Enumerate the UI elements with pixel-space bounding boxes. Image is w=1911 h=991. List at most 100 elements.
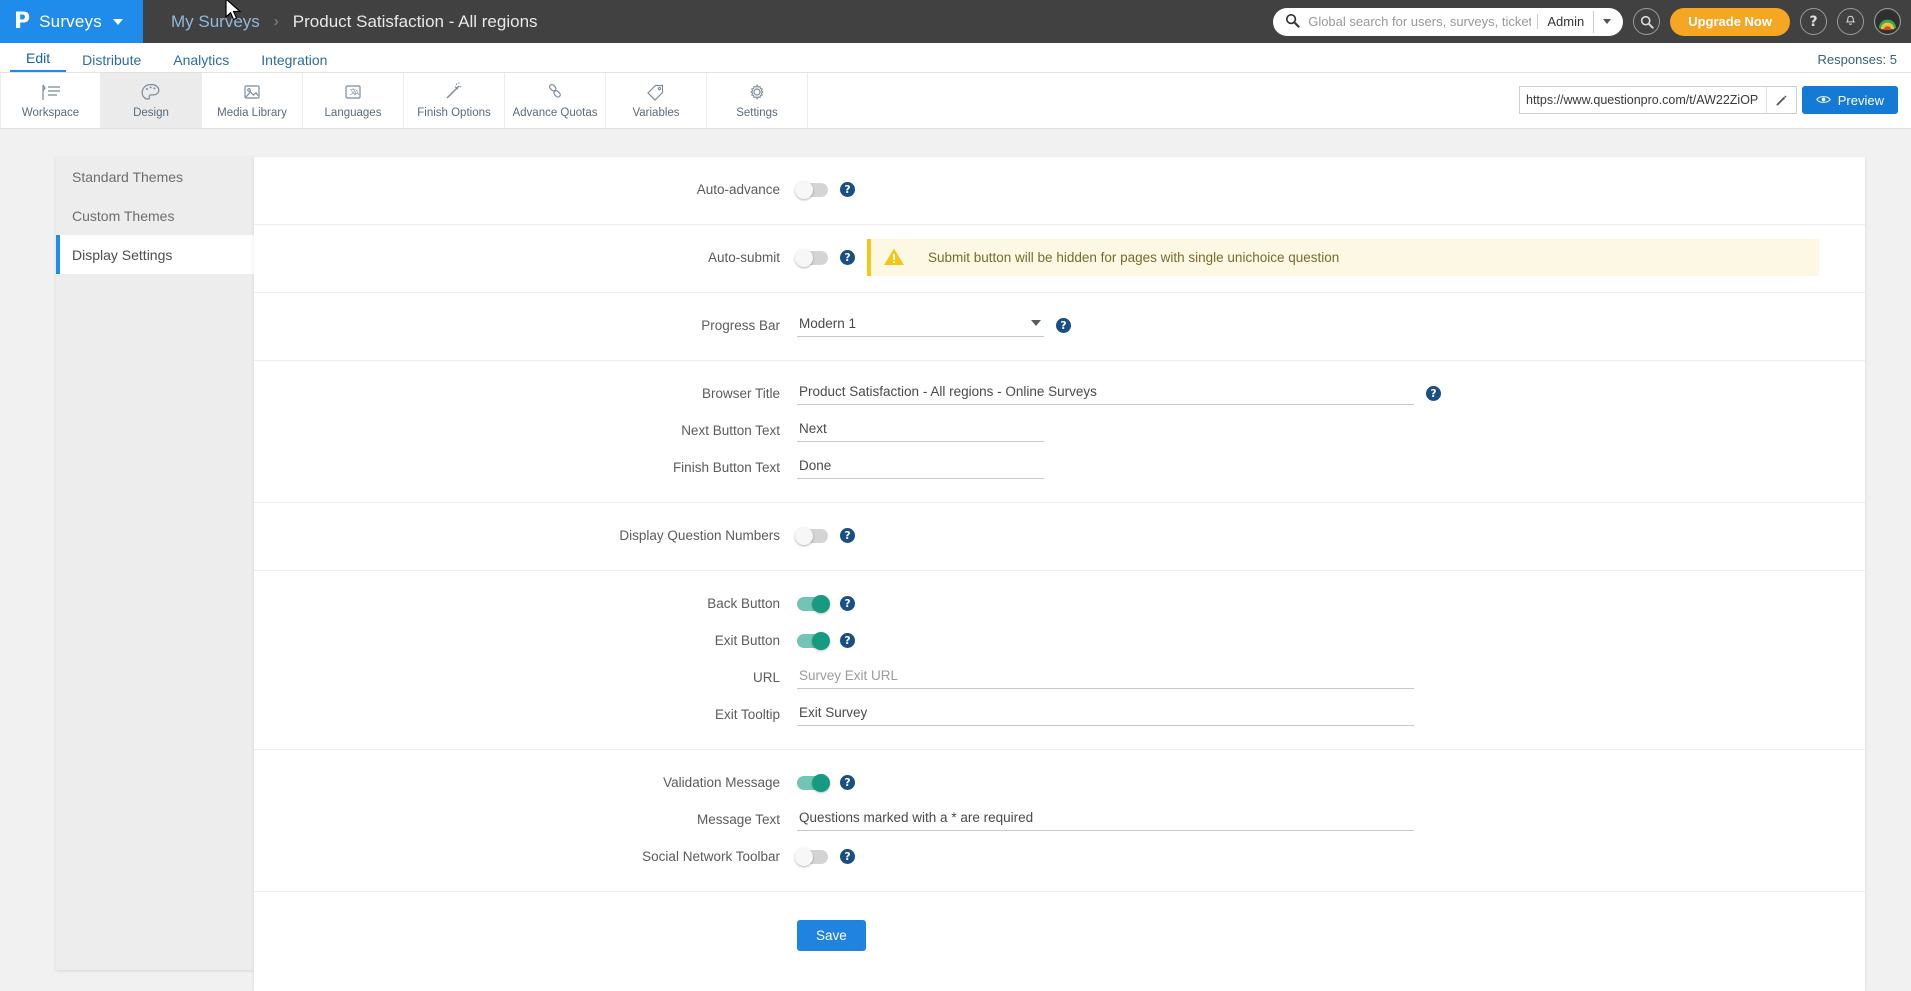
- display-question-numbers-toggle[interactable]: [795, 526, 828, 545]
- message-text-label: Message Text: [696, 812, 780, 827]
- browser-title-input[interactable]: [797, 382, 1414, 405]
- next-button-text-input[interactable]: [797, 419, 1044, 442]
- question-mark-icon: ?: [1809, 13, 1818, 30]
- exit-button-help-icon[interactable]: ?: [840, 633, 855, 648]
- toolbar-item-settings[interactable]: Settings: [707, 73, 808, 128]
- toggle-knob: [795, 180, 813, 199]
- exit-url-input[interactable]: [797, 666, 1414, 689]
- next-button-text-label: Next Button Text: [681, 423, 780, 438]
- responses-count: Responses: 5: [1817, 52, 1898, 67]
- display-settings-panel: Auto-advance ? Auto-submit ?: [254, 157, 1865, 991]
- search-input[interactable]: [1300, 13, 1534, 30]
- preview-button[interactable]: Preview: [1801, 86, 1898, 114]
- auto-submit-toggle[interactable]: [795, 248, 828, 267]
- browser-title-help-icon[interactable]: ?: [1426, 386, 1441, 401]
- back-button-toggle[interactable]: [797, 594, 830, 613]
- brand-surveys-menu[interactable]: P Surveys: [0, 0, 143, 43]
- exit-url-label: URL: [752, 670, 780, 685]
- workspace-icon: [39, 82, 63, 104]
- notifications-button[interactable]: [1837, 8, 1864, 35]
- toolbar-label: Finish Options: [417, 107, 491, 119]
- message-text-input[interactable]: [797, 808, 1414, 831]
- help-button[interactable]: ?: [1800, 8, 1827, 35]
- preview-label: Preview: [1837, 92, 1884, 108]
- admin-dropdown-button[interactable]: [1593, 10, 1619, 33]
- toolbar-label: Workspace: [21, 107, 80, 119]
- pencil-icon[interactable]: [1766, 87, 1796, 113]
- auto-submit-label: Auto-submit: [707, 250, 780, 265]
- auto-advance-help-icon[interactable]: ?: [840, 182, 855, 197]
- display-question-numbers-group: Display Question Numbers ?: [254, 503, 1865, 571]
- avatar[interactable]: [1874, 8, 1901, 35]
- tab-integration[interactable]: Integration: [261, 52, 328, 68]
- breadcrumb-my-surveys[interactable]: My Surveys: [171, 11, 260, 31]
- survey-url-input[interactable]: [1520, 93, 1766, 107]
- auto-submit-help-icon[interactable]: ?: [840, 250, 855, 265]
- progress-bar-help-icon[interactable]: ?: [1056, 318, 1071, 333]
- next-button-text-row: Next Button Text: [254, 412, 1865, 449]
- page-body: Standard Themes Custom Themes Display Se…: [0, 129, 1911, 991]
- save-button[interactable]: Save: [797, 920, 866, 951]
- validation-message-toggle[interactable]: [797, 773, 830, 792]
- social-network-toolbar-toggle[interactable]: [795, 847, 828, 866]
- toggle-knob: [812, 631, 830, 650]
- auto-submit-row: Auto-submit ? Submit button will be hidd…: [254, 239, 1865, 276]
- back-button-help-icon[interactable]: ?: [840, 596, 855, 611]
- validation-message-help-icon[interactable]: ?: [840, 775, 855, 790]
- toggle-knob: [812, 773, 830, 792]
- top-bar-actions: Admin Upgrade Now ?: [1273, 0, 1901, 43]
- exit-button-toggle[interactable]: [797, 631, 830, 650]
- progress-bar-group: Progress Bar ?: [254, 293, 1865, 361]
- back-button-row: Back Button ?: [254, 585, 1865, 622]
- survey-url-box[interactable]: [1519, 86, 1797, 114]
- tab-edit[interactable]: Edit: [10, 50, 67, 72]
- auto-submit-group: Auto-submit ? Submit button will be hidd…: [254, 225, 1865, 293]
- upgrade-now-button[interactable]: Upgrade Now: [1670, 7, 1790, 36]
- breadcrumb: My Surveys › Product Satisfaction - All …: [143, 12, 538, 32]
- bell-icon: [1845, 15, 1856, 25]
- social-network-toolbar-help-icon[interactable]: ?: [840, 849, 855, 864]
- toolbar-item-media-library[interactable]: Media Library: [202, 73, 303, 128]
- exit-tooltip-label: Exit Tooltip: [714, 707, 780, 722]
- exit-button-row: Exit Button ?: [254, 622, 1865, 659]
- exit-tooltip-input[interactable]: [797, 703, 1414, 726]
- sidebar-item-custom-themes[interactable]: Custom Themes: [72, 207, 175, 224]
- finish-button-text-label: Finish Button Text: [672, 460, 780, 475]
- toolbar-item-finish-options[interactable]: Finish Options: [404, 73, 505, 128]
- tab-analytics[interactable]: Analytics: [173, 52, 230, 68]
- sidebar-item-display-settings[interactable]: Display Settings: [56, 235, 254, 274]
- message-text-row: Message Text: [254, 801, 1865, 838]
- progress-bar-select[interactable]: [797, 314, 1044, 337]
- chevron-down-icon: [1602, 19, 1611, 24]
- questionpro-logo-icon: P: [14, 8, 31, 34]
- link-chain-icon: [543, 82, 567, 104]
- sidebar-item-standard-themes[interactable]: Standard Themes: [72, 168, 184, 185]
- exit-tooltip-row: Exit Tooltip: [254, 696, 1865, 733]
- toolbar-label: Variables: [632, 107, 680, 119]
- tab-distribute[interactable]: Distribute: [82, 52, 142, 68]
- save-row: Save: [254, 892, 1865, 981]
- progress-bar-label: Progress Bar: [701, 318, 780, 333]
- search-icon: [1285, 13, 1300, 31]
- toolbar-item-design[interactable]: Design: [101, 73, 202, 128]
- progress-bar-select-wrapper[interactable]: [797, 314, 1044, 337]
- toggle-knob: [795, 526, 813, 545]
- finish-button-text-input[interactable]: [797, 456, 1044, 479]
- brand-label: Surveys: [39, 11, 102, 31]
- validation-message-label: Validation Message: [663, 775, 780, 790]
- eye-icon: [1815, 93, 1831, 108]
- toolbar-item-advance-quotas[interactable]: Advance Quotas: [505, 73, 606, 128]
- tag-icon: [644, 82, 668, 104]
- validation-group: Validation Message ? Message Text Social…: [254, 750, 1865, 892]
- auto-advance-group: Auto-advance ?: [254, 157, 1865, 225]
- svg-text:文: 文: [350, 87, 357, 96]
- global-search[interactable]: Admin: [1273, 7, 1624, 36]
- toolbar-item-variables[interactable]: Variables: [606, 73, 707, 128]
- search-toggle-button[interactable]: [1633, 8, 1661, 35]
- toolbar-item-workspace[interactable]: Workspace: [0, 73, 101, 128]
- auto-advance-toggle[interactable]: [795, 180, 828, 199]
- titles-and-buttons-group: Browser Title ? Next Button Text Finish …: [254, 361, 1865, 503]
- display-question-numbers-help-icon[interactable]: ?: [840, 528, 855, 543]
